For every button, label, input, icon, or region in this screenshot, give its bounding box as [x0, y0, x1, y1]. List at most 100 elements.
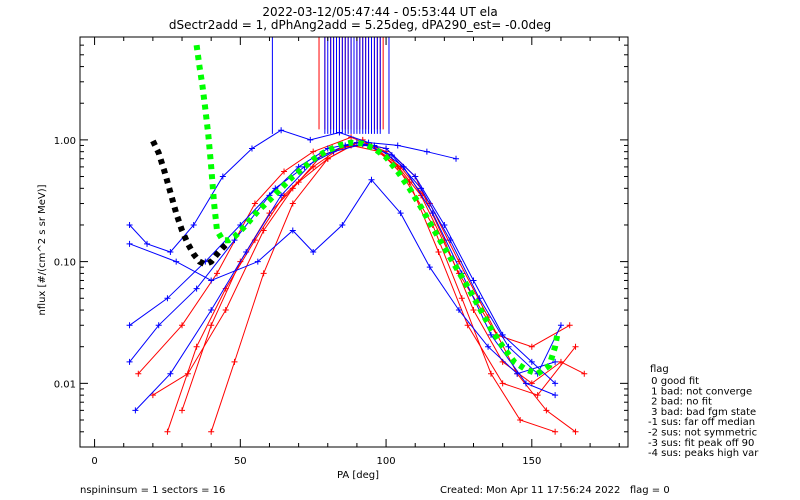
- blue-marker: [208, 277, 215, 284]
- red-marker: [260, 227, 267, 234]
- legend-item: -4 sus: peaks high var: [648, 448, 759, 459]
- axes: 0 50 100 150 0.01 0.10 1.00: [54, 36, 628, 467]
- blue-marker: [310, 248, 317, 255]
- blue-marker: [307, 136, 314, 143]
- x-axis-label: PA [deg]: [337, 470, 379, 481]
- y-tick-label: 1.00: [54, 136, 76, 147]
- blue-marker: [485, 343, 492, 350]
- red-curve: [181, 142, 585, 411]
- legend-item: 3 bad: bad fgm state: [648, 407, 756, 418]
- blue-marker: [278, 192, 285, 199]
- red-marker: [464, 322, 471, 329]
- blue-marker: [557, 322, 564, 329]
- blue-marker: [476, 295, 483, 302]
- blue-marker: [552, 392, 559, 399]
- red-marker: [193, 343, 200, 350]
- red-marker: [499, 380, 506, 387]
- red-marker: [222, 307, 229, 314]
- red-marker: [528, 343, 535, 350]
- red-curve: [137, 136, 570, 375]
- blue-marker: [412, 173, 419, 180]
- red-marker: [266, 210, 273, 217]
- blue-marker: [400, 163, 407, 170]
- blue-marker: [167, 370, 174, 377]
- blue-marker: [522, 380, 529, 387]
- blue-marker: [499, 331, 506, 338]
- blue-marker: [278, 127, 285, 134]
- blue-marker: [455, 307, 462, 314]
- x-tick-label: 150: [522, 456, 541, 467]
- blue-marker: [248, 145, 255, 152]
- chart-title: 2022-03-12/05:47:44 - 05:53:44 UT ela: [262, 5, 497, 19]
- red-marker: [566, 322, 573, 329]
- red-marker: [179, 407, 186, 414]
- red-marker: [324, 155, 331, 162]
- red-marker: [214, 270, 220, 277]
- blue-marker: [528, 358, 535, 365]
- blue-marker: [126, 358, 133, 365]
- red-curve: [152, 144, 576, 396]
- blue-marker: [441, 221, 448, 228]
- red-marker: [281, 168, 288, 175]
- blue-marker: [470, 277, 477, 284]
- red-marker: [581, 370, 588, 377]
- red-marker: [135, 370, 142, 377]
- footer-right: Created: Mon Apr 11 17:56:24 2022 flag =…: [440, 485, 670, 496]
- red-marker: [208, 322, 215, 329]
- legend-item: 2 bad: no fit: [648, 397, 712, 408]
- blue-marker: [552, 358, 559, 365]
- legend-item: -3 sus: fit peak off 90: [648, 438, 754, 449]
- flag-legend: flag 0 good fit 1 bad: not converge 2 ba…: [648, 364, 759, 459]
- red-marker: [552, 428, 559, 435]
- red-marker: [543, 407, 550, 414]
- blue-marker: [173, 258, 180, 265]
- red-marker: [251, 200, 258, 207]
- blue-marker: [397, 210, 404, 217]
- y-axis-label: nflux [#/(cm^2 s sr MeV)]: [37, 184, 48, 315]
- blue-marker: [231, 237, 238, 244]
- legend-title: flag: [650, 364, 669, 375]
- blue-marker: [254, 258, 261, 265]
- blue-marker: [426, 264, 433, 271]
- blue-marker: [488, 331, 494, 338]
- red-marker: [208, 428, 215, 435]
- blue-marker: [167, 248, 174, 255]
- legend-item: -1 sus: far off median: [648, 417, 755, 428]
- blue-marker: [126, 221, 133, 228]
- blue-curve: [135, 144, 556, 411]
- blue-marker: [368, 176, 375, 183]
- blue-curve: [129, 142, 556, 384]
- blue-marker: [132, 407, 139, 414]
- red-curve: [210, 139, 556, 433]
- red-marker: [289, 200, 296, 207]
- blue-marker: [394, 142, 401, 149]
- red-marker: [184, 370, 191, 377]
- blue-marker: [453, 155, 460, 162]
- blue-marker: [336, 129, 343, 136]
- blue-marker: [429, 210, 436, 217]
- red-marker: [394, 163, 401, 170]
- blue-marker: [155, 322, 162, 329]
- red-marker: [289, 185, 296, 192]
- red-marker: [517, 416, 524, 423]
- red-marker: [435, 248, 442, 255]
- footer-left: nspininsum = 1 sectors = 16: [80, 485, 225, 496]
- x-tick-label: 0: [91, 456, 97, 467]
- red-marker: [179, 322, 186, 329]
- blue-marker: [289, 227, 296, 234]
- red-marker: [572, 428, 579, 435]
- x-tick-label: 50: [234, 456, 247, 467]
- blue-marker: [219, 173, 226, 180]
- red-marker: [488, 370, 494, 377]
- blue-marker: [339, 221, 346, 228]
- red-marker: [310, 148, 317, 155]
- y-tick-label: 0.10: [54, 258, 76, 269]
- plot-frame: [79, 36, 629, 448]
- red-marker: [572, 343, 579, 350]
- blue-marker: [126, 240, 133, 247]
- blue-marker: [552, 380, 559, 387]
- red-marker: [149, 392, 156, 399]
- blue-marker: [144, 240, 151, 247]
- black-fit-series: [150, 139, 231, 268]
